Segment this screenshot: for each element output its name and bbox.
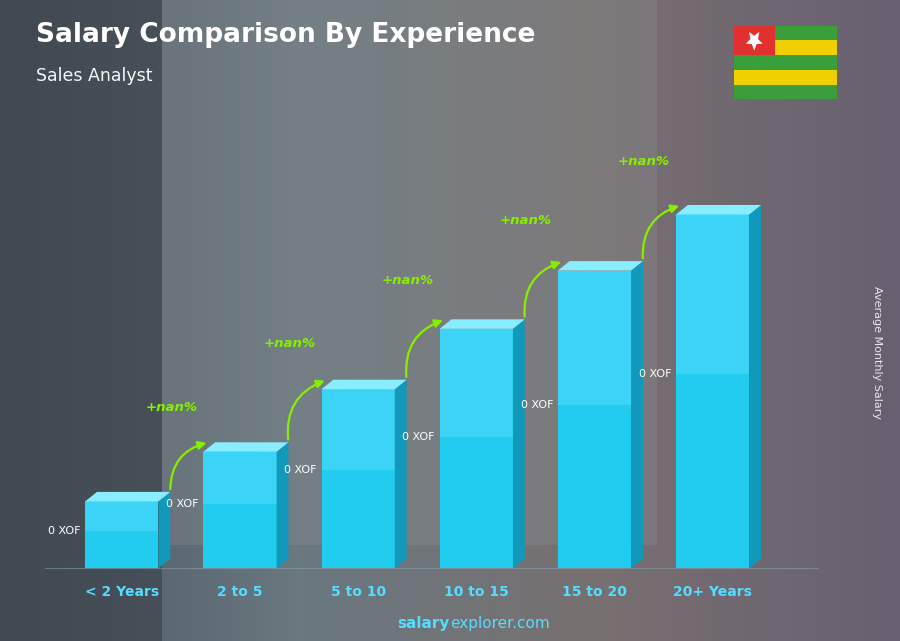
Bar [734,70,837,85]
Text: 0 XOF: 0 XOF [520,399,554,410]
Text: +nan%: +nan% [146,401,197,414]
Bar [734,55,837,70]
Bar [734,40,837,55]
Polygon shape [86,501,158,569]
Polygon shape [203,452,276,569]
Text: +nan%: +nan% [264,337,316,349]
Polygon shape [746,32,762,51]
Text: +nan%: +nan% [500,213,552,226]
Polygon shape [440,329,513,569]
Polygon shape [158,492,170,569]
Polygon shape [513,319,525,569]
Polygon shape [440,329,513,437]
Polygon shape [631,261,643,569]
Polygon shape [86,501,158,531]
Polygon shape [676,215,750,374]
Text: Salary Comparison By Experience: Salary Comparison By Experience [36,22,536,49]
Bar [162,0,657,545]
Text: 0 XOF: 0 XOF [166,499,199,509]
Text: 0 XOF: 0 XOF [402,431,435,442]
Polygon shape [203,442,288,452]
Polygon shape [395,379,407,569]
Text: +nan%: +nan% [382,274,434,287]
Text: 0 XOF: 0 XOF [284,465,317,475]
Text: 0 XOF: 0 XOF [639,369,671,379]
Bar [734,26,775,55]
Bar [734,85,837,99]
Polygon shape [558,271,631,404]
Polygon shape [203,452,276,504]
Polygon shape [676,205,761,215]
Polygon shape [276,442,288,569]
Polygon shape [750,205,761,569]
Polygon shape [86,492,170,501]
Text: salary: salary [398,617,450,631]
Text: +nan%: +nan% [618,155,670,169]
Text: explorer.com: explorer.com [450,617,550,631]
Bar [734,26,837,40]
FancyBboxPatch shape [733,24,838,101]
Polygon shape [321,379,407,389]
Polygon shape [676,215,750,569]
Polygon shape [558,271,631,569]
Polygon shape [558,261,643,271]
Polygon shape [321,389,395,569]
Text: Average Monthly Salary: Average Monthly Salary [872,286,883,419]
Text: 0 XOF: 0 XOF [48,526,80,537]
Polygon shape [321,389,395,470]
Polygon shape [440,319,525,329]
Text: Sales Analyst: Sales Analyst [36,67,152,85]
Bar [0,0,162,641]
